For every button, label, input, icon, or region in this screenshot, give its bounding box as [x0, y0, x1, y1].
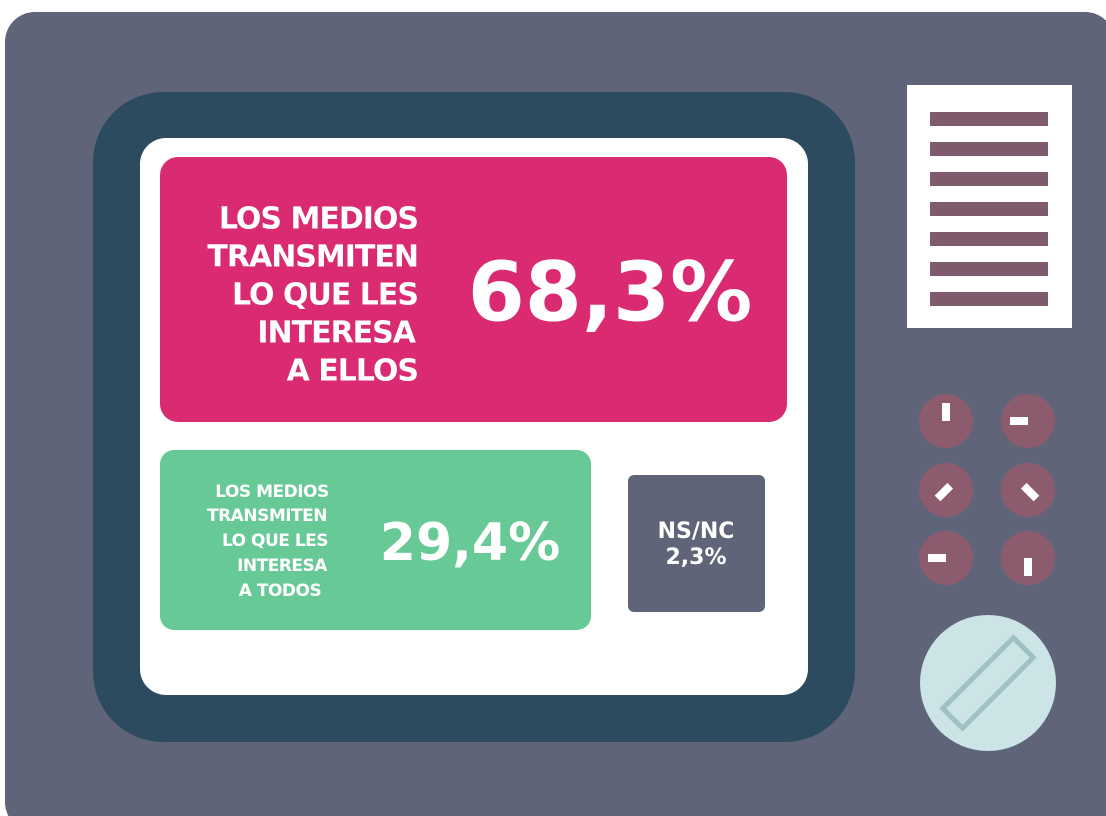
knob-marker — [942, 403, 950, 421]
label-line: TRANSMITEN — [207, 240, 418, 275]
page: LOS MEDIOS TRANSMITEN LO QUE LES INTERES… — [0, 0, 1106, 816]
speaker — [907, 85, 1072, 328]
label-line: LOS MEDIOS — [215, 482, 329, 502]
speaker-slot — [930, 292, 1048, 306]
speaker-slot — [930, 142, 1048, 156]
speaker-slot — [930, 262, 1048, 276]
value: 29,4% — [380, 513, 560, 573]
speaker-slot — [930, 232, 1048, 246]
dial-knob — [920, 615, 1056, 751]
label-line: TRANSMITEN — [207, 506, 327, 526]
knob-marker — [1010, 417, 1028, 425]
label-line: INTERESA — [257, 316, 416, 351]
speaker-slot — [930, 112, 1048, 126]
value: 68,3% — [468, 245, 752, 340]
label-line: LO QUE LES — [222, 531, 328, 551]
value: 2,3% — [665, 545, 726, 570]
knob-marker — [928, 554, 946, 562]
speaker-slot — [930, 172, 1048, 186]
label-line: A ELLOS — [287, 354, 418, 389]
dial — [920, 615, 1056, 751]
label-line: LOS MEDIOS — [219, 202, 418, 237]
knob-marker — [1024, 558, 1032, 576]
speaker-slot — [930, 202, 1048, 216]
label-line: NS/NC — [658, 519, 735, 544]
label-line: A TODOS — [239, 581, 321, 601]
label-line: LO QUE LES — [232, 278, 418, 313]
tv-infographic: LOS MEDIOS TRANSMITEN LO QUE LES INTERES… — [0, 0, 1106, 816]
label-line: INTERESA — [237, 556, 328, 576]
